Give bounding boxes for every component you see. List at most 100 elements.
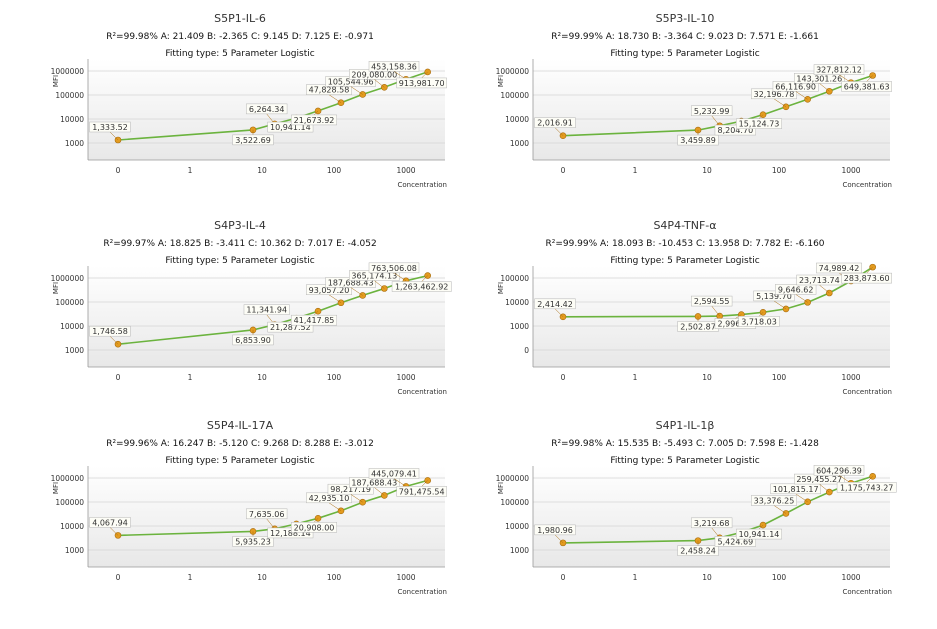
label-leader (421, 71, 428, 79)
chart-panel-4: S4P4-TNF-α R²=99.99% A: 18.093 B: -10.453… (445, 215, 895, 420)
x-tick-label: 100 (772, 166, 787, 175)
x-tick-label: 1 (188, 166, 193, 175)
data-point (782, 510, 790, 517)
x-tick-label: 1000 (841, 166, 860, 175)
data-label: 604,296.39 (816, 466, 862, 475)
x-tick-label: 1000 (841, 373, 860, 382)
data-label: 4,067.94 (92, 518, 128, 527)
label-leader (393, 272, 407, 282)
chart-title: S4P4-TNF-α (653, 219, 716, 232)
data-label-box (232, 134, 274, 146)
y-axis-label: MFI (497, 75, 505, 87)
data-label-box (677, 134, 719, 146)
data-label: 47,828.58 (309, 86, 350, 95)
x-tick-label: 100 (327, 373, 342, 382)
label-leader (393, 478, 407, 487)
data-label: 93,057.20 (309, 286, 350, 295)
data-label-box (813, 465, 865, 476)
x-tick-label: 1 (633, 373, 638, 382)
chart-svg: S5P3-IL-10 R²=99.99% A: 18.730 B: -3.364 … (496, 12, 892, 189)
chart-title: S5P1-IL-6 (214, 12, 266, 25)
data-label: 10,941.14 (739, 530, 780, 539)
data-label-box (368, 262, 420, 274)
x-tick-label: 1 (188, 573, 193, 582)
fit-curve (562, 266, 874, 318)
fit-curve (117, 479, 428, 537)
label-leader (313, 110, 319, 116)
y-tick-label: 100000 (500, 498, 529, 507)
chart-title: S4P3-IL-4 (214, 219, 266, 232)
chart-fit-stats: R²=99.98% A: 21.409 B: -2.365 C: 9.145 D… (106, 32, 374, 42)
label-leader (819, 83, 830, 92)
x-tick-label: 1000 (396, 373, 415, 382)
x-tick-label: 1000 (396, 573, 415, 582)
label-leader (350, 86, 363, 95)
y-tick-label: 1000 (65, 139, 84, 148)
chart-fit-stats: R²=99.96% A: 16.247 B: -5.120 C: 9.268 D… (106, 439, 374, 449)
chart-fitting-type: Fitting type: 5 Parameter Logistic (610, 256, 759, 266)
data-label: 66,116.90 (775, 82, 816, 91)
x-axis-label: Concentration (397, 588, 447, 596)
data-label: 283,873.60 (844, 274, 890, 283)
data-label: 2,414.42 (537, 300, 573, 309)
label-leader (328, 502, 342, 512)
chart-fit-stats: R²=99.99% A: 18.730 B: -3.364 C: 9.023 D… (551, 32, 819, 42)
label-leader (374, 487, 385, 496)
label-leader (328, 294, 342, 303)
data-label: 3,219.68 (694, 519, 730, 528)
y-tick-label: 10000 (60, 522, 84, 531)
label-leader (819, 483, 830, 493)
x-tick-label: 100 (327, 166, 342, 175)
label-leader (266, 518, 275, 529)
data-label: 6,853.90 (235, 336, 271, 345)
y-tick-label: 10000 (60, 115, 84, 124)
data-label: 98,217.19 (330, 485, 371, 494)
y-tick-label: 1000 (510, 546, 529, 555)
fit-curve (117, 71, 428, 141)
data-label-box (738, 316, 780, 327)
data-label: 913,981.70 (399, 79, 445, 88)
data-label-box (534, 524, 576, 536)
data-label: 143,301.26 (796, 74, 842, 83)
y-tick-label: 10000 (505, 522, 529, 531)
y-axis-label: MFI (52, 482, 60, 494)
data-label: 453,158.36 (371, 62, 417, 71)
data-label-box (391, 281, 452, 292)
data-label: 1,263,462.92 (395, 283, 448, 292)
data-label: 10,941.14 (270, 123, 311, 132)
data-label: 20,908.00 (294, 523, 335, 532)
label-leader (773, 505, 787, 514)
data-label: 9,646.62 (778, 285, 814, 294)
data-label: 12,188.14 (270, 529, 311, 538)
data-label-box (691, 295, 733, 307)
label-leader (838, 475, 852, 484)
y-tick-label: 100000 (500, 274, 529, 283)
y-axis-label: MFI (497, 482, 505, 494)
data-label-box (368, 61, 420, 72)
data-label: 11,341.94 (246, 306, 287, 315)
data-label: 2,594.55 (694, 297, 730, 306)
label-leader (758, 114, 764, 119)
data-label: 791,475.54 (399, 487, 445, 496)
label-leader (109, 336, 119, 345)
data-label: 259,455.27 (796, 475, 842, 484)
x-tick-label: 1000 (396, 166, 415, 175)
x-axis-label: Concentration (842, 388, 892, 396)
label-leader (866, 266, 873, 274)
x-tick-label: 100 (772, 573, 787, 582)
y-tick-label: 1000000 (51, 274, 85, 283)
data-label: 209,080.00 (351, 70, 397, 79)
data-label-box (267, 527, 314, 539)
x-tick-label: 10 (702, 373, 712, 382)
x-axis-label: Concentration (842, 588, 892, 596)
data-label-box (232, 334, 274, 346)
x-tick-label: 10 (702, 573, 712, 582)
data-label: 21,673.92 (294, 116, 335, 125)
data-label-box (751, 495, 797, 506)
data-label-box (775, 284, 817, 295)
x-tick-label: 10 (702, 166, 712, 175)
label-leader (795, 493, 808, 503)
y-tick-label: 100000 (55, 91, 84, 100)
chart-fitting-type: Fitting type: 5 Parameter Logistic (165, 49, 314, 59)
data-label: 1,175,743.27 (840, 483, 893, 492)
